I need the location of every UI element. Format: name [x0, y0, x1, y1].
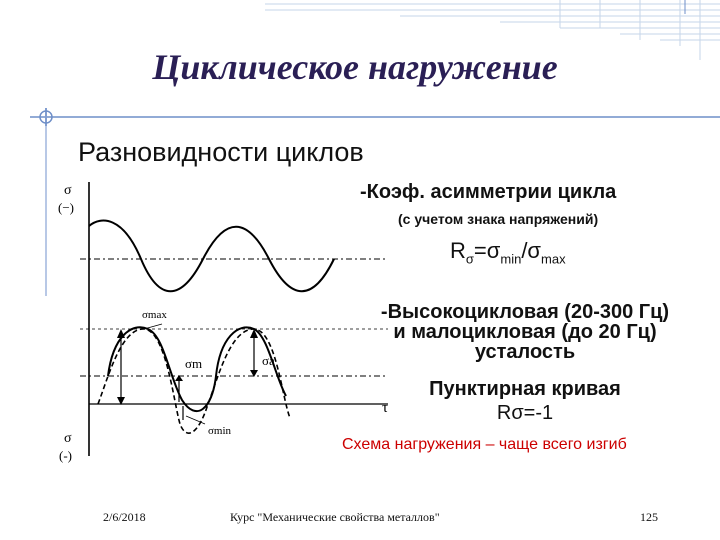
sigma-m-label: σm	[185, 356, 202, 371]
formula-min-sub: min	[500, 251, 522, 267]
sigma-bottom-label: σ	[64, 431, 72, 446]
minus-bottom-label: (-)	[59, 448, 72, 463]
asymmetry-formula: Rσ=σmin/σmax	[450, 238, 566, 266]
cycle-figure: σ (−) σmax σm σa σmin τ σ (-)	[58, 182, 388, 463]
dashed-curve-text: Пунктирная кривая	[429, 378, 621, 400]
tau-label: τ	[382, 400, 388, 416]
upper-sine-curve	[88, 219, 335, 292]
slide-subtitle: Разновидности циклов	[78, 137, 364, 167]
formula-r-sub: σ	[465, 251, 474, 267]
footer-course: Курс "Механические свойства металлов"	[230, 510, 440, 524]
sigma-a-label: σa	[262, 353, 275, 368]
formula-slash: /σ	[521, 238, 542, 263]
sigma-a-arrow-head-top	[250, 329, 258, 338]
sigma-a-arrow-head-bottom	[250, 370, 258, 377]
fatigue-line-3: усталость	[474, 341, 576, 363]
formula-eq: =σ	[473, 238, 501, 263]
top-right-grid	[265, 0, 720, 60]
sigma-max-pointer	[143, 323, 163, 330]
sigma-max-arrow-head-top	[117, 329, 125, 338]
lower-dashed-curve	[97, 328, 291, 434]
formula-max-sub: max	[541, 251, 566, 267]
r-value-text: Rσ=-1	[496, 402, 554, 424]
minus-top-label: (−)	[58, 200, 74, 215]
sigma-m-arrow-head	[175, 375, 183, 381]
loading-scheme-text: Схема нагружения – чаще всего изгиб	[342, 436, 627, 453]
asymmetry-coefficient-note: (с учетом знака напряжений)	[398, 211, 599, 227]
lower-solid-curve	[107, 326, 287, 413]
fatigue-line-1: -Высокоцикловая (20-300 Гц)	[380, 301, 670, 323]
footer-date: 2/6/2018	[103, 510, 146, 524]
sigma-max-label: σmax	[142, 309, 167, 321]
fatigue-types-text: -Высокоцикловая (20-300 Гц) и малоциклов…	[335, 302, 715, 362]
asymmetry-coefficient-title: -Коэф. асимметрии цикла	[360, 181, 617, 203]
fatigue-line-2: и малоцикловая (до 20 Гц)	[393, 321, 657, 343]
sigma-max-arrow-head-bottom	[117, 397, 125, 405]
sigma-min-pointer	[185, 415, 206, 425]
formula-r: R	[450, 238, 466, 263]
sigma-min-label: σmin	[208, 425, 232, 437]
slide-title: Циклическое нагружение	[152, 47, 558, 87]
footer-page-number: 125	[640, 510, 658, 524]
sigma-top-label: σ	[64, 183, 72, 198]
